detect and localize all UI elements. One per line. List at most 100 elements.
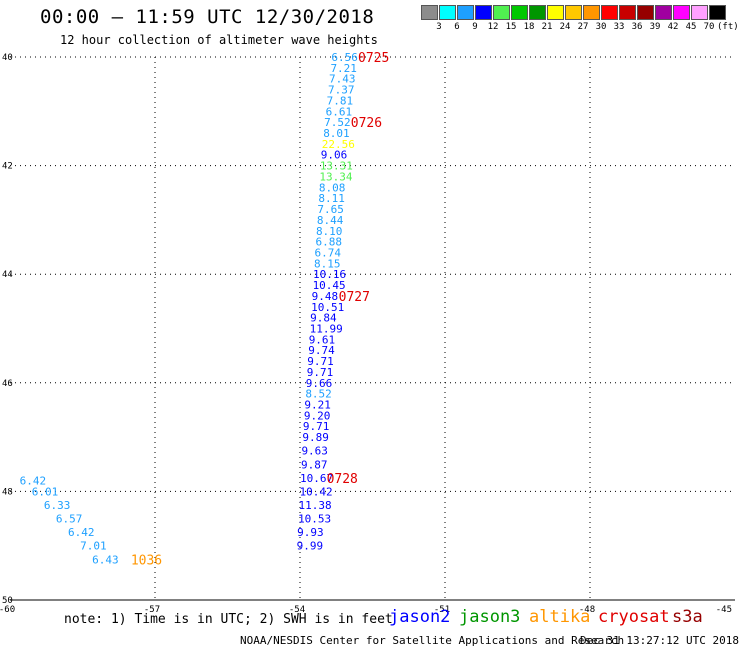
- satellite-key-jason2: jason2: [389, 607, 451, 627]
- lat-tick-label: 42: [2, 162, 13, 172]
- legend-swatch: [691, 5, 708, 20]
- legend-swatch: [457, 5, 474, 20]
- wave-height-value: 9.87: [301, 458, 328, 471]
- lat-tick-label: 40: [2, 53, 13, 63]
- legend-swatch: [673, 5, 690, 20]
- legend-label: 70: [703, 22, 715, 32]
- lat-tick-label: 48: [2, 487, 13, 497]
- wave-height-value: 9.99: [297, 540, 324, 553]
- legend-swatch: [439, 5, 456, 20]
- legend-swatch: [511, 5, 528, 20]
- legend-label: 33: [613, 22, 625, 32]
- lat-tick-label: 44: [2, 270, 13, 280]
- legend-label: 45: [685, 22, 697, 32]
- wave-height-value: 9.84: [310, 312, 337, 325]
- wave-height-value: 7.52: [324, 116, 351, 129]
- wave-height-value: 6.01: [32, 485, 59, 498]
- wave-height-value: 7.21: [330, 62, 357, 75]
- legend-swatch: [655, 5, 672, 20]
- lat-tick-label: 46: [2, 379, 13, 389]
- wave-height-value: 8.11: [318, 192, 345, 205]
- lon-tick-label: -54: [289, 605, 305, 615]
- credit-line: NOAA/NESDIS Center for Satellite Applica…: [240, 634, 625, 647]
- wave-height-value: 10.53: [298, 513, 331, 526]
- wave-height-value: 10.45: [313, 279, 346, 292]
- wave-height-value: 6.42: [68, 526, 95, 539]
- legend-swatch: [619, 5, 636, 20]
- wave-height-value: 9.71: [307, 355, 334, 368]
- legend-label: (ft): [717, 22, 739, 32]
- wave-height-value: 6.88: [315, 236, 342, 249]
- legend-label: 24: [559, 22, 571, 32]
- legend-label: 15: [505, 22, 517, 32]
- legend-label: 18: [523, 22, 535, 32]
- legend-label: 42: [667, 22, 679, 32]
- satellite-key-jason3: jason3: [459, 607, 521, 627]
- wave-height-value: 6.33: [44, 499, 70, 512]
- wave-height-value: 6.57: [56, 513, 83, 526]
- wave-height-value: 9.21: [304, 399, 331, 412]
- wave-height-value: 9.48: [312, 290, 339, 303]
- wave-height-value: 9.06: [321, 149, 348, 162]
- wave-height-value: 9.93: [297, 526, 324, 539]
- lon-tick-label: -51: [434, 605, 450, 615]
- legend-label: 30: [595, 22, 607, 32]
- wave-height-value: 9.74: [308, 344, 335, 357]
- legend-swatch: [421, 5, 438, 20]
- legend-label: 9: [472, 22, 478, 32]
- pass-time-label: 0725: [358, 51, 389, 66]
- legend-swatch: [583, 5, 600, 20]
- pass-time-label: 0726: [351, 116, 382, 131]
- satellite-key-s3a: s3a: [672, 607, 703, 627]
- wave-height-value: 6.42: [20, 475, 46, 488]
- wave-height-value: 11.99: [310, 323, 343, 336]
- wave-height-value: 9.20: [304, 409, 331, 422]
- legend-swatch: [709, 5, 726, 20]
- wave-height-value: 9.61: [309, 333, 336, 346]
- legend-swatch: [529, 5, 546, 20]
- wave-height-value: 8.08: [319, 181, 346, 194]
- wave-height-value: 10.16: [313, 268, 346, 281]
- wave-height-value: 8.44: [317, 214, 344, 227]
- wave-height-value: 10.42: [300, 485, 333, 498]
- legend-label: 6: [454, 22, 460, 32]
- wave-height-value: 8.52: [305, 388, 332, 401]
- lat-tick-label: 50: [2, 596, 13, 606]
- pass-time-label: 0728: [327, 472, 358, 487]
- page-title: 00:00 – 11:59 UTC 12/30/2018: [40, 6, 375, 28]
- legend-swatch: [547, 5, 564, 20]
- legend-label: 39: [649, 22, 661, 32]
- lon-tick-label: -60: [0, 605, 15, 615]
- wave-height-value: 7.81: [327, 94, 354, 107]
- wave-height-value: 7.37: [328, 84, 355, 97]
- wave-height-value: 9.89: [302, 431, 329, 444]
- wave-height-value: 7.43: [329, 73, 356, 86]
- page-subtitle: 12 hour collection of altimeter wave hei…: [60, 33, 378, 47]
- lon-tick-label: -45: [716, 605, 732, 615]
- wave-height-value: 22.56: [322, 138, 355, 151]
- wave-height-value: 9.63: [301, 445, 328, 458]
- wave-height-value: 13.34: [319, 170, 352, 183]
- wave-height-value: 8.01: [323, 127, 350, 140]
- satellite-key-altika: altika: [529, 607, 591, 627]
- legend-label: 27: [577, 22, 589, 32]
- legend-swatch: [475, 5, 492, 20]
- wave-height-value: 8.15: [314, 257, 341, 270]
- wave-height-value: 6.61: [326, 105, 353, 118]
- legend-label: 21: [541, 22, 553, 32]
- wave-height-value: 6.56: [331, 51, 358, 64]
- legend-label: 12: [487, 22, 499, 32]
- wave-height-value: 7.65: [317, 203, 344, 216]
- legend-label: 3: [436, 22, 442, 32]
- lon-tick-label: -48: [579, 605, 595, 615]
- wave-height-value: 8.10: [316, 225, 343, 238]
- wave-height-value: 10.67: [300, 472, 333, 485]
- legend-swatch: [637, 5, 654, 20]
- pass-time-label: 0727: [339, 290, 370, 305]
- wave-height-value: 7.01: [80, 540, 107, 553]
- generated-timestamp: Dec 31 13:27:12 UTC 2018: [580, 634, 739, 647]
- legend-swatch: [565, 5, 582, 20]
- lon-tick-label: -57: [144, 605, 160, 615]
- footer-note: note: 1) Time is in UTC; 2) SWH is in fe…: [64, 612, 393, 627]
